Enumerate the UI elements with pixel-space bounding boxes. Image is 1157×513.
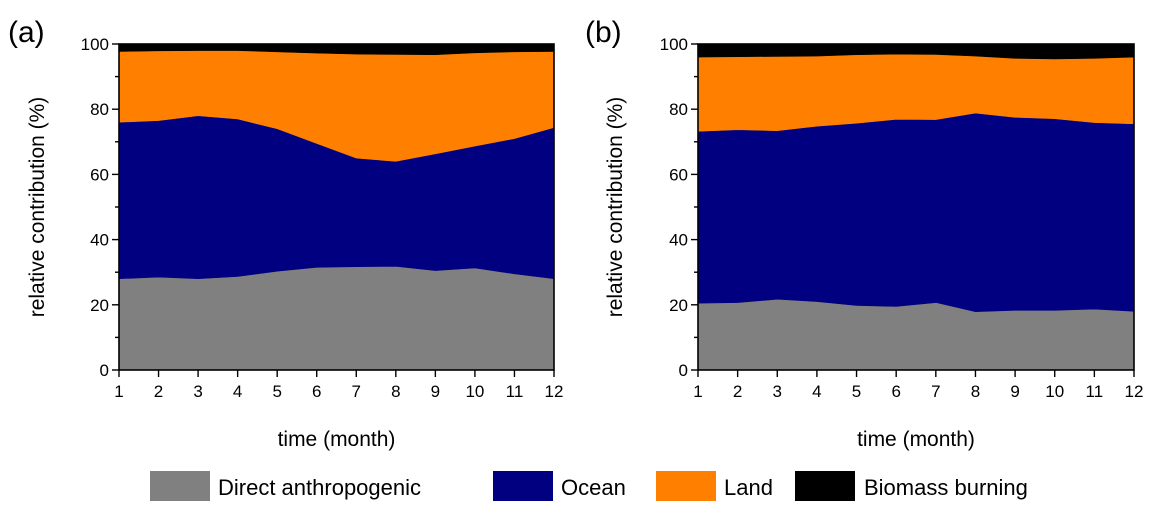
panel-a-x-tick-label: 6 [312,382,321,401]
panel-a-x-tick-label: 5 [272,382,281,401]
panel-a-y-tick-label: 40 [90,231,109,250]
panel-b-y-tick-label: 0 [679,361,688,380]
panel-b-x-tick-label: 4 [812,382,821,401]
panel-b-x-tick-label: 5 [852,382,861,401]
legend-label-direct-anthropogenic: Direct anthropogenic [218,475,421,500]
panel-a-y-tick-label: 60 [90,165,109,184]
panel-a-area-direct-anthropogenic [118,266,555,371]
legend-label-ocean: Ocean [561,475,626,500]
panel-a-x-tick-label: 4 [233,382,242,401]
panel-a-y-tick-label: 80 [90,100,109,119]
legend-label-biomass-burning: Biomass burning [864,475,1028,500]
panel-b-label: (b) [585,16,622,49]
panel-b-x-tick-label: 2 [733,382,742,401]
legend-swatch-ocean [493,471,553,501]
panel-b-area-ocean [697,112,1135,312]
legend-swatch-direct-anthropogenic [150,471,210,501]
panel-b-y-tick-label: 40 [669,231,688,250]
legend-swatch-biomass-burning [795,471,855,501]
panel-b-x-tick-label: 1 [693,382,702,401]
panel-a-x-tick-label: 3 [193,382,202,401]
panel-a-y-axis-label: relative contribution (%) [26,97,49,318]
panel-a-label: (a) [8,16,45,49]
panel-b-x-tick-label: 11 [1086,382,1104,401]
panel-b-y-tick-label: 80 [669,100,688,119]
panel-a-x-tick-label: 2 [154,382,163,401]
panel-b-x-tick-label: 7 [931,382,940,401]
panel-b-x-tick-label: 12 [1125,382,1144,401]
panel-b-y-axis-label: relative contribution (%) [604,97,627,318]
panel-a-y-tick-label: 100 [81,35,109,54]
panel-a-y-tick-label: 0 [100,361,109,380]
panel-a-x-tick-label: 12 [545,382,564,401]
panel-a-x-tick-label: 7 [352,382,361,401]
panel-b-y-tick-label: 100 [660,35,688,54]
panel-b-y-tick-label: 60 [669,165,688,184]
panel-a-x-axis-label: time (month) [278,428,396,451]
legend-swatch-land [656,471,716,501]
panel-a-x-tick-label: 8 [391,382,400,401]
legend-label-land: Land [724,475,773,500]
panel-a-x-tick-label: 9 [431,382,440,401]
panel-b-x-tick-label: 3 [773,382,782,401]
panel-b-x-tick-label: 8 [971,382,980,401]
panel-b-x-tick-label: 9 [1010,382,1019,401]
panel-b-x-tick-label: 10 [1045,382,1064,401]
panel-a-y-tick-label: 20 [90,296,109,315]
panel-a-x-tick-label: 11 [506,382,524,401]
panel-a-x-tick-label: 10 [465,382,484,401]
panel-b-x-tick-label: 6 [891,382,900,401]
panel-b-y-tick-label: 20 [669,296,688,315]
panel-a-x-tick-label: 1 [114,382,123,401]
panel-b-x-axis-label: time (month) [857,428,975,451]
